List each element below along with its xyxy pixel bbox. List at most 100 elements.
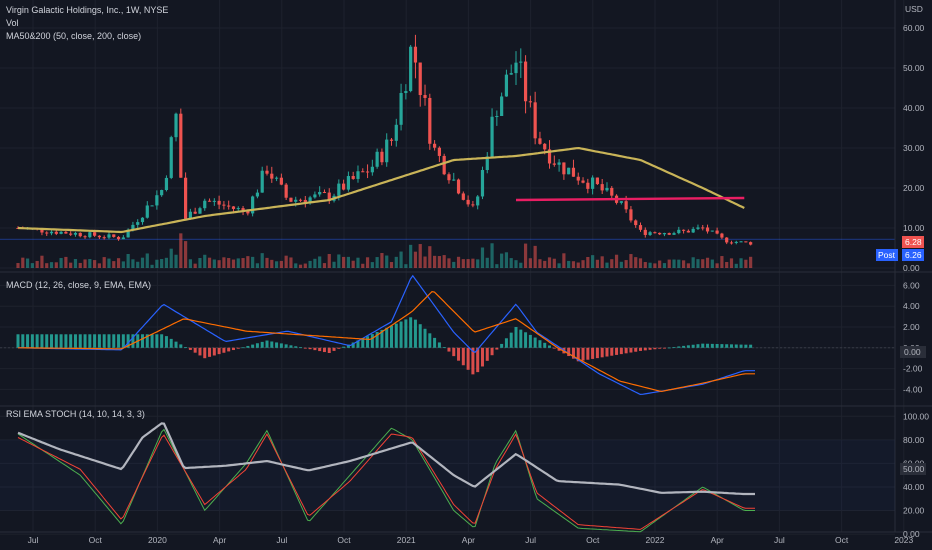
volume-bar — [485, 257, 489, 268]
price-candles[interactable] — [16, 34, 753, 246]
macd-histogram-bar — [279, 343, 283, 348]
volume-bar — [471, 258, 475, 268]
candle-body — [557, 162, 561, 165]
volume-bar — [308, 260, 312, 268]
candle-body — [136, 222, 140, 225]
candle-body — [586, 182, 590, 189]
price-axis[interactable]: USD 60.00 50.00 40.00 30.00 20.00 10.00 0.00 — [903, 4, 925, 273]
macd-histogram-bar — [466, 347, 470, 370]
ma200-line — [515, 196, 745, 202]
candle-body — [576, 176, 580, 181]
candle-body — [241, 208, 245, 212]
macd-histogram-bar — [337, 347, 341, 349]
candle-body — [356, 171, 360, 179]
macd-histogram-bar — [715, 344, 719, 348]
macd-histogram-bar — [404, 319, 408, 348]
macd-histogram-bar — [380, 329, 384, 348]
candle-body — [528, 101, 532, 103]
macd-histogram-bar — [744, 344, 748, 348]
volume-bar — [93, 260, 97, 268]
volume-bar — [380, 253, 384, 268]
rsi-tick: 80.00 — [903, 435, 925, 445]
candle-body — [251, 196, 255, 214]
candle-body — [246, 211, 250, 214]
volume-bar — [279, 260, 283, 268]
volume-bar — [533, 245, 537, 268]
macd-histogram-bar — [461, 347, 465, 366]
price-tick: 50.00 — [903, 63, 925, 73]
rsi-current-badge — [900, 463, 926, 475]
candle-body — [701, 227, 705, 229]
macd-histogram-bar — [121, 334, 125, 348]
macd-histogram-bar — [54, 334, 58, 348]
candle-body — [495, 115, 499, 117]
volume-bar — [734, 263, 738, 268]
volume-bar — [40, 255, 44, 268]
volume-bar — [251, 256, 255, 268]
candle-body — [380, 151, 384, 163]
volume-bar — [203, 254, 207, 268]
volume-bar — [207, 257, 212, 268]
candle-body — [552, 163, 556, 165]
candle-body — [73, 232, 78, 235]
macd-histogram-bar — [653, 347, 657, 350]
volume-legend[interactable]: Vol — [6, 18, 19, 28]
volume-bar — [504, 252, 509, 268]
macd-histogram-bar — [538, 340, 542, 348]
macd-histogram-bar — [30, 334, 34, 348]
time-tick: 2020 — [148, 535, 167, 545]
macd-histogram-bar — [442, 347, 446, 348]
candle-body — [97, 235, 102, 238]
macd-label[interactable]: MACD (12, 26, close, 9, EMA, EMA) — [6, 280, 152, 290]
candle-body — [653, 232, 657, 234]
macd-histogram-bar — [356, 340, 360, 348]
ma-legend[interactable]: MA50&200 (50, close, 200, close) — [6, 31, 142, 41]
candle-body — [729, 242, 734, 244]
macd-histogram-bar — [504, 338, 508, 348]
time-axis[interactable]: Jul Oct 2020 Apr Jul Oct 2021 Apr Jul Oct 2022 Apr J… — [28, 535, 914, 545]
symbol-title[interactable]: Virgin Galactic Holdings, Inc., 1W, NYSE — [6, 5, 169, 15]
candle-body — [270, 173, 274, 179]
candle-body — [389, 139, 394, 141]
volume-bar — [638, 258, 643, 268]
candle-body — [638, 225, 643, 230]
macd-histogram-bar — [710, 343, 714, 348]
macd-histogram-bar — [342, 346, 346, 348]
rsi-stoch-pane[interactable] — [0, 422, 895, 533]
candle-body — [696, 227, 700, 229]
volume-bar — [83, 259, 87, 268]
rsi-tick: 0.00 — [903, 529, 920, 539]
volume-bar — [456, 256, 461, 268]
candle-body — [409, 46, 413, 92]
macd-pane[interactable] — [0, 274, 895, 396]
volume-bar — [653, 263, 657, 268]
rsi-label[interactable]: RSI EMA STOCH (14, 10, 14, 3, 3) — [6, 409, 145, 419]
candle-body — [591, 177, 595, 189]
macd-histogram-bar — [251, 344, 255, 348]
macd-histogram-bar — [749, 344, 753, 348]
volume-bar — [188, 259, 192, 268]
volume-bar — [337, 254, 341, 268]
candle-body — [538, 138, 542, 144]
volume-bar — [605, 262, 609, 268]
candle-body — [217, 200, 221, 205]
candle-body — [734, 241, 738, 243]
macd-histogram-bar — [217, 347, 221, 355]
candle-body — [198, 208, 202, 214]
macd-histogram-bar — [701, 343, 705, 348]
macd-histogram-bar — [399, 321, 403, 348]
macd-histogram-bar — [495, 347, 499, 350]
volume-bar — [116, 258, 121, 268]
macd-histogram-bar — [160, 334, 164, 348]
volume-bar — [720, 256, 724, 268]
macd-histogram-bar — [457, 347, 461, 361]
macd-histogram-bar — [303, 347, 307, 349]
volume-bar — [294, 263, 298, 268]
volume-bar — [160, 259, 164, 268]
candle-body — [207, 200, 212, 202]
price-tick: 20.00 — [903, 183, 925, 193]
volume-bar — [169, 248, 173, 268]
candle-body — [418, 62, 422, 96]
volume-bar — [547, 257, 552, 268]
